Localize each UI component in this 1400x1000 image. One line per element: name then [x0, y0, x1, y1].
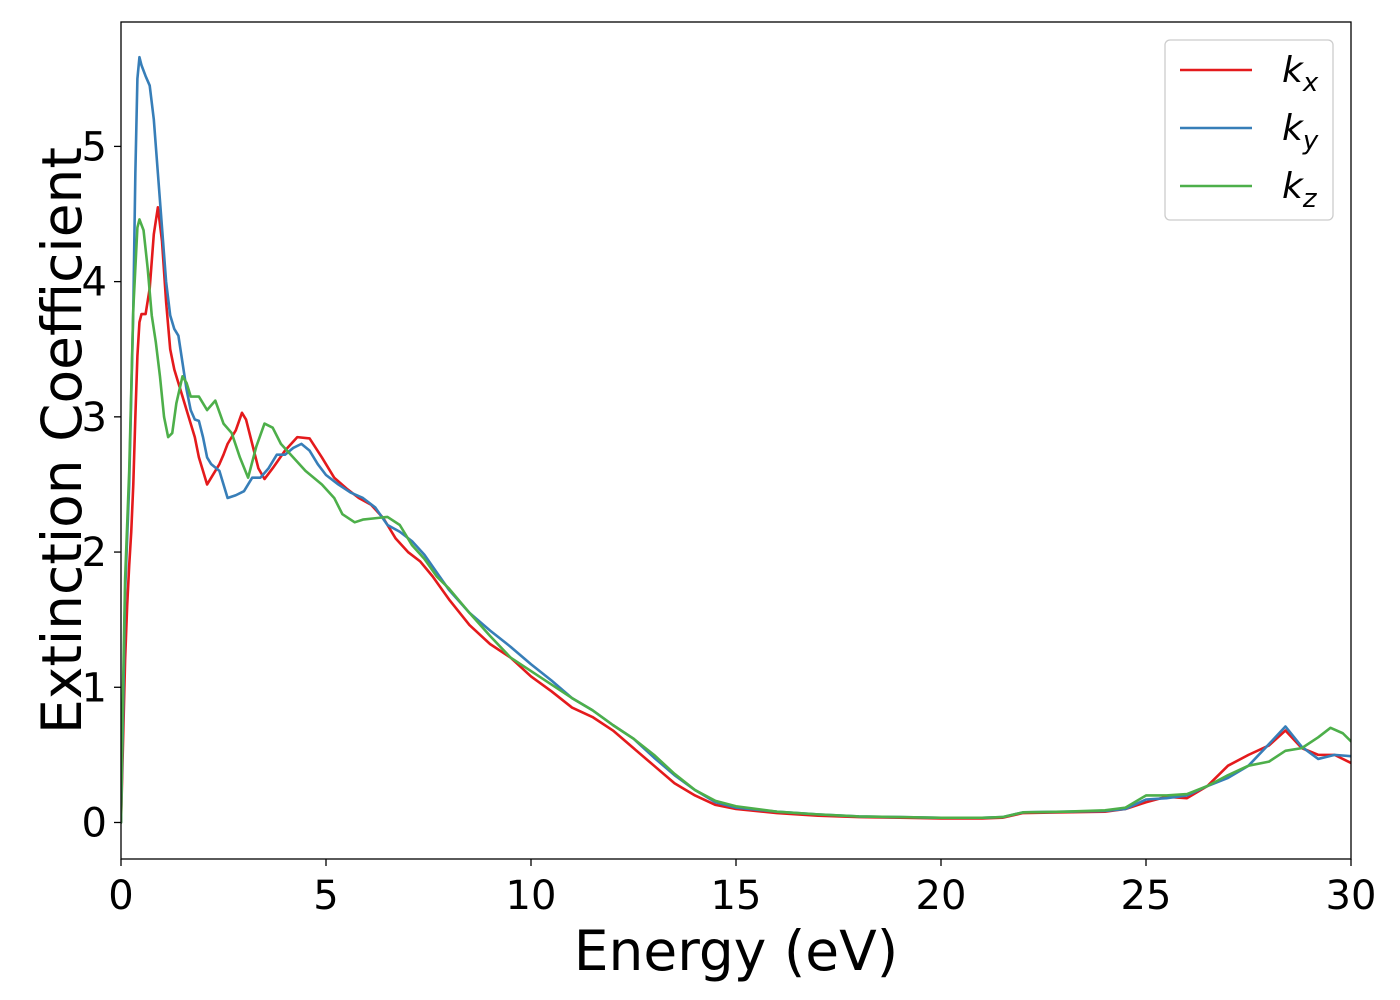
- x-tick-label: 20: [916, 873, 967, 919]
- x-tick-label: 25: [1121, 873, 1172, 919]
- y-tick-label: 1: [82, 665, 107, 711]
- series-line-x: [121, 205, 1351, 824]
- x-axis-label: Energy (eV): [574, 919, 898, 983]
- x-tick-label: 0: [108, 873, 133, 919]
- legend: kx ky kz: [1164, 39, 1334, 221]
- x-tick-label: 15: [711, 873, 762, 919]
- y-tick-label: 3: [82, 395, 107, 441]
- legend-box: [1164, 39, 1334, 221]
- axis-ticks: 0 5 10 15 20 25 30 0 1 2 3 4 5: [82, 124, 1377, 919]
- y-tick-label: 2: [82, 530, 107, 576]
- y-tick-label: 4: [82, 260, 107, 306]
- x-tick-label: 30: [1326, 873, 1377, 919]
- x-tick-label: 5: [313, 873, 338, 919]
- series-lines: [121, 55, 1351, 824]
- x-tick-label: 10: [506, 873, 557, 919]
- legend-label-x: kx: [1282, 50, 1319, 98]
- y-tick-label: 0: [82, 800, 107, 846]
- y-axis-label: Extinction Coefficient: [30, 147, 94, 734]
- legend-label-z: kz: [1282, 166, 1318, 214]
- series-line-z: [121, 218, 1351, 824]
- legend-label-y: ky: [1282, 108, 1319, 156]
- y-tick-label: 5: [82, 124, 107, 170]
